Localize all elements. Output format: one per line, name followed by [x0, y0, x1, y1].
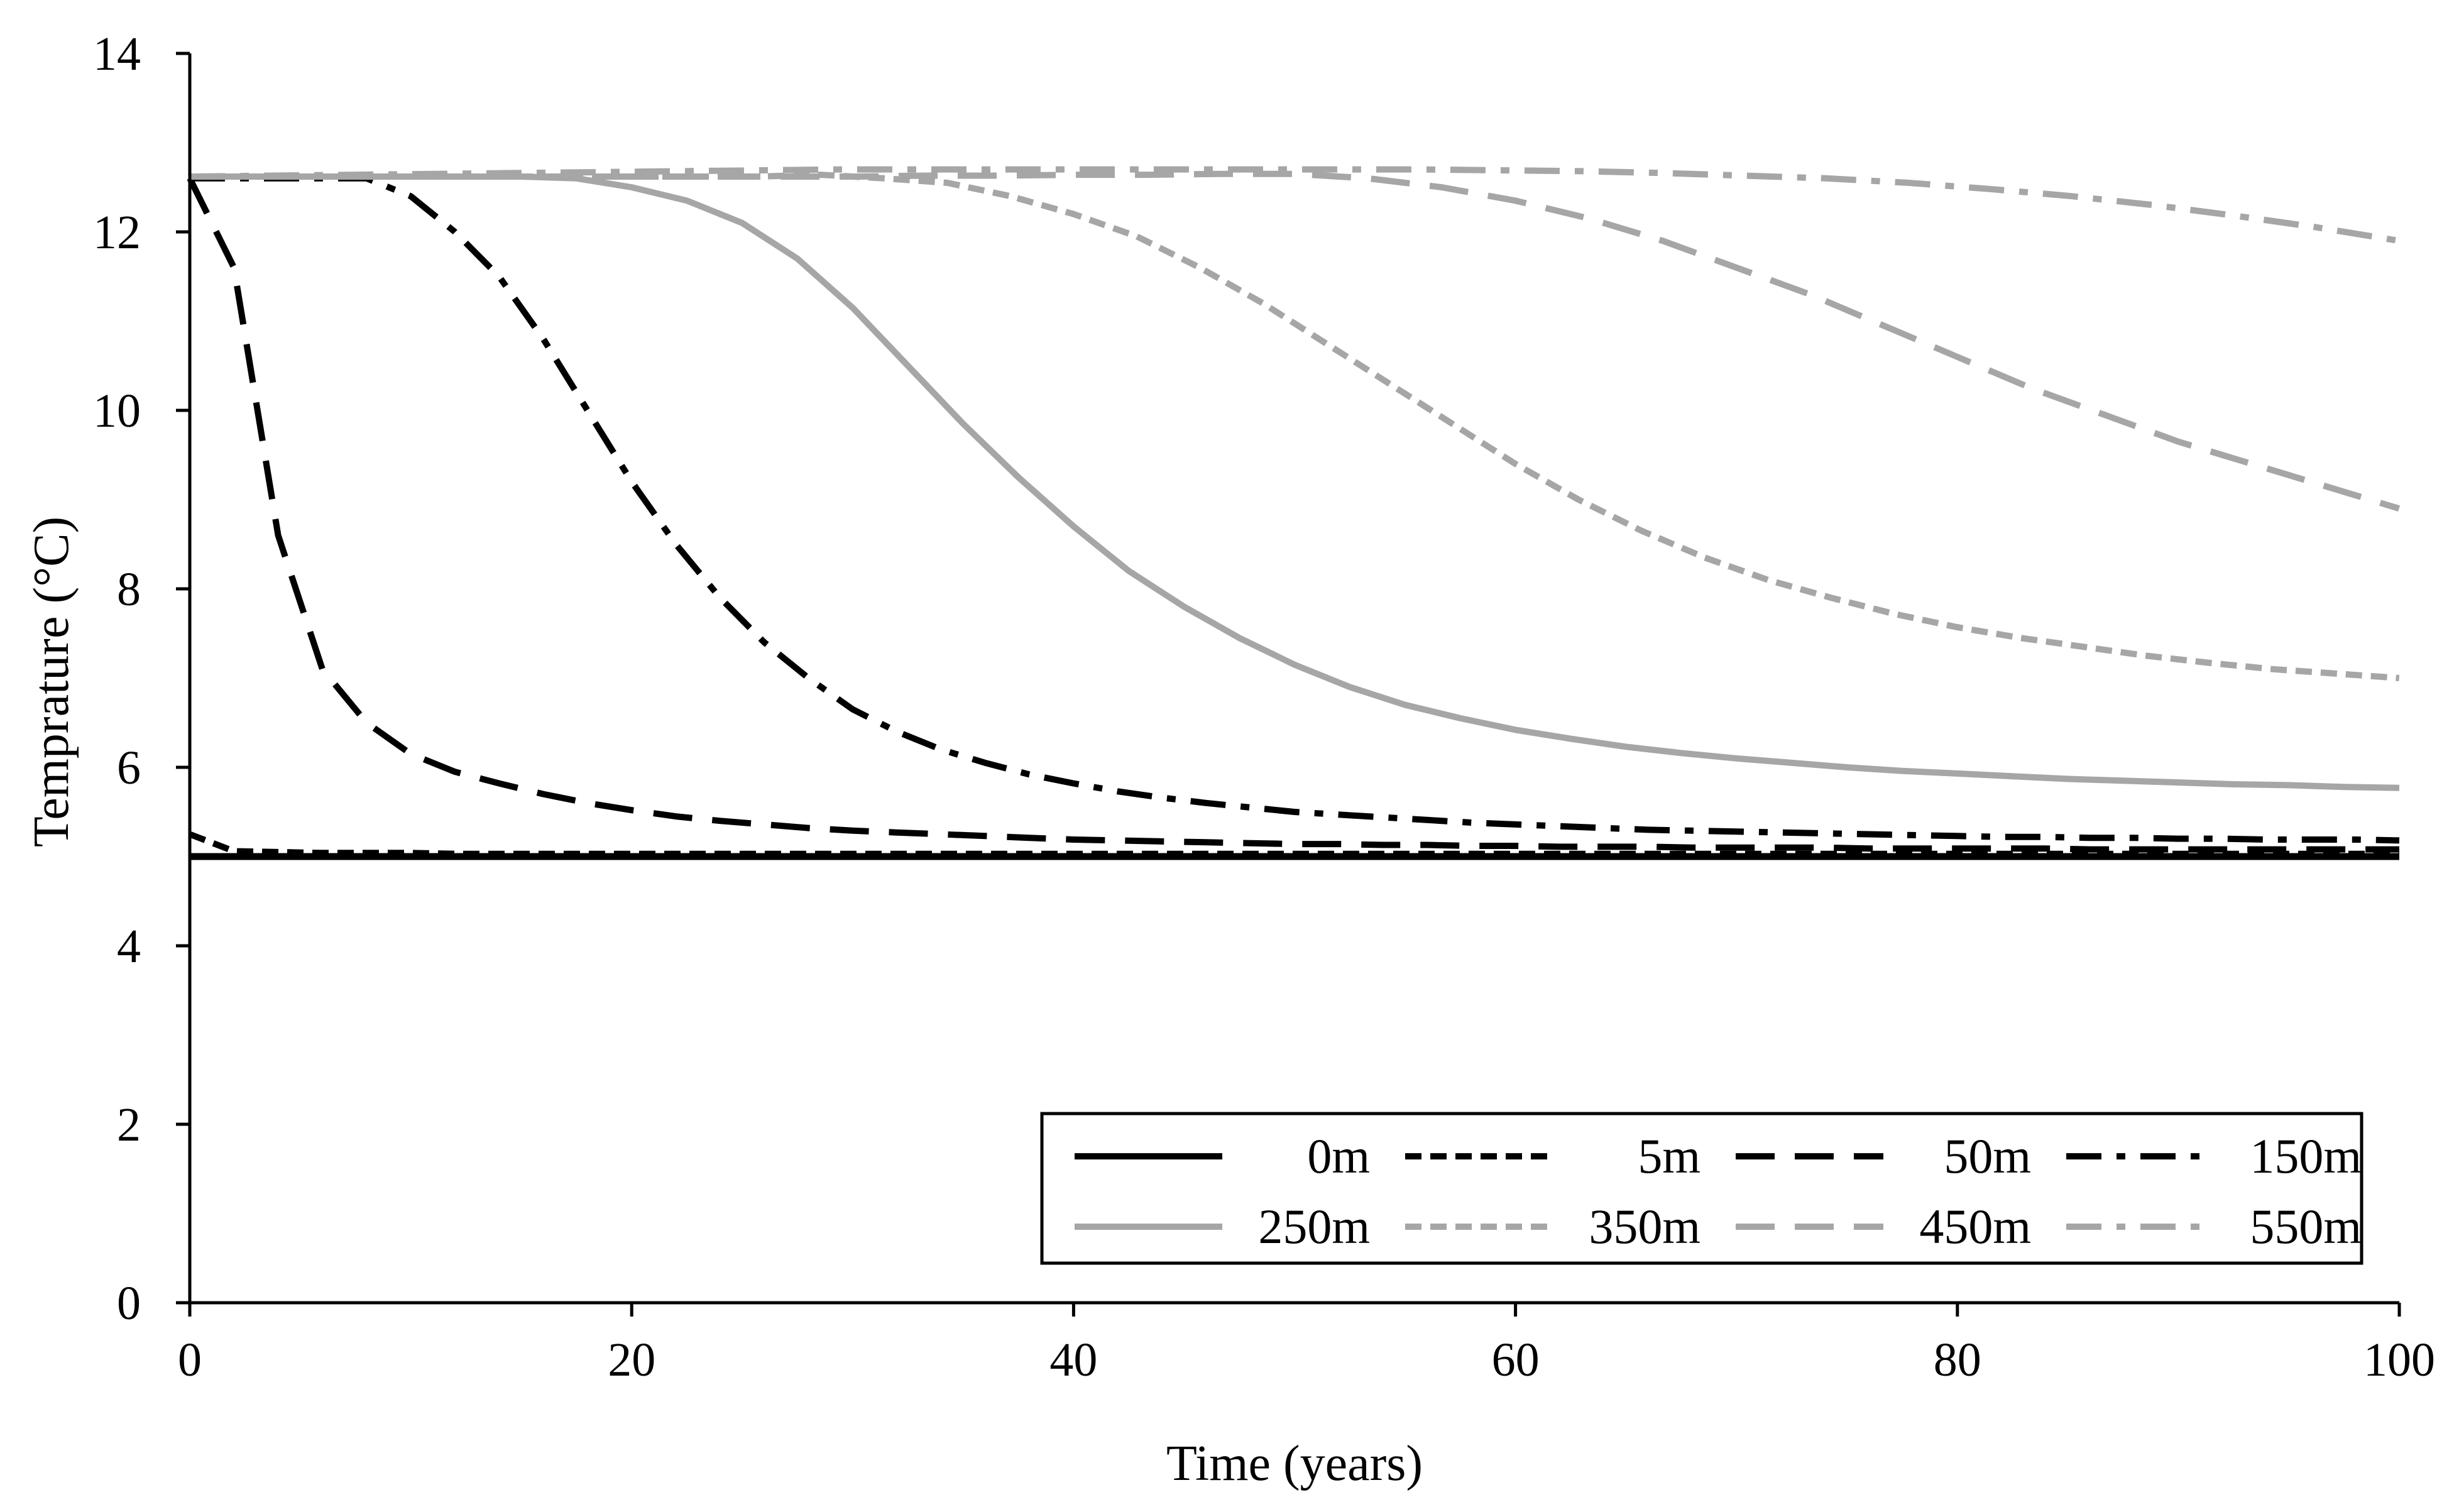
legend-item-50m: 50m — [1736, 1129, 2031, 1183]
y-axis-title: Temprature (°C) — [24, 517, 79, 847]
legend-label-50m: 50m — [1944, 1129, 2031, 1183]
series-line-150m — [190, 175, 2400, 844]
x-tick-label-60: 60 — [1492, 1334, 1540, 1386]
legend-label-5m: 5m — [1638, 1129, 1700, 1183]
series-line-50m — [187, 177, 2399, 853]
series-layer — [187, 166, 2401, 860]
x-tick-label-0: 0 — [178, 1334, 202, 1386]
y-tick-label-12: 12 — [93, 206, 141, 259]
series-line-250m — [190, 173, 2400, 791]
legend-item-5m: 5m — [1405, 1129, 1700, 1183]
legend-item-550m: 550m — [2066, 1199, 2362, 1254]
legend: 0m 5m 50m 150m 250m 350m 450m 550m — [1040, 1112, 2363, 1265]
y-tick-label-10: 10 — [93, 385, 141, 437]
y-tick-label-4: 4 — [117, 920, 141, 973]
legend-label-550m: 550m — [2250, 1199, 2362, 1254]
series-line-550m — [189, 166, 2400, 244]
x-tick-label-100: 100 — [2363, 1334, 2435, 1386]
ticks-layer: 0 2 4 6 8 10 12 14 0 20 40 60 80 100 — [93, 28, 2435, 1386]
legend-label-250m: 250m — [1258, 1199, 1370, 1254]
series-line-450m — [190, 170, 2401, 512]
legend-label-150m: 150m — [2250, 1129, 2362, 1183]
x-tick-label-40: 40 — [1049, 1334, 1097, 1386]
axes-layer — [188, 53, 2399, 1305]
legend-label-0m: 0m — [1307, 1129, 1370, 1183]
x-tick-label-20: 20 — [608, 1334, 655, 1386]
series-line-350m — [190, 172, 2400, 681]
y-tick-label-8: 8 — [117, 563, 141, 616]
legend-label-350m: 350m — [1589, 1199, 1700, 1254]
y-tick-label-2: 2 — [117, 1098, 141, 1151]
legend-item-350m: 350m — [1405, 1199, 1700, 1254]
series-line-5m — [189, 831, 2399, 857]
legend-label-450m: 450m — [1919, 1199, 2031, 1254]
legend-item-150m: 150m — [2066, 1129, 2362, 1183]
legend-box — [1040, 1112, 2363, 1265]
y-tick-label-14: 14 — [93, 28, 141, 80]
legend-item-250m: 250m — [1075, 1199, 1370, 1254]
x-tick-label-80: 80 — [1934, 1334, 1981, 1386]
legend-items: 0m 5m 50m 150m 250m 350m 450m 550m — [1075, 1129, 2362, 1254]
x-axis-title: Time (years) — [1166, 1436, 1423, 1491]
legend-item-450m: 450m — [1736, 1199, 2031, 1254]
y-tick-label-0: 0 — [117, 1277, 141, 1330]
legend-item-0m: 0m — [1075, 1129, 1370, 1183]
y-tick-label-6: 6 — [117, 742, 141, 794]
